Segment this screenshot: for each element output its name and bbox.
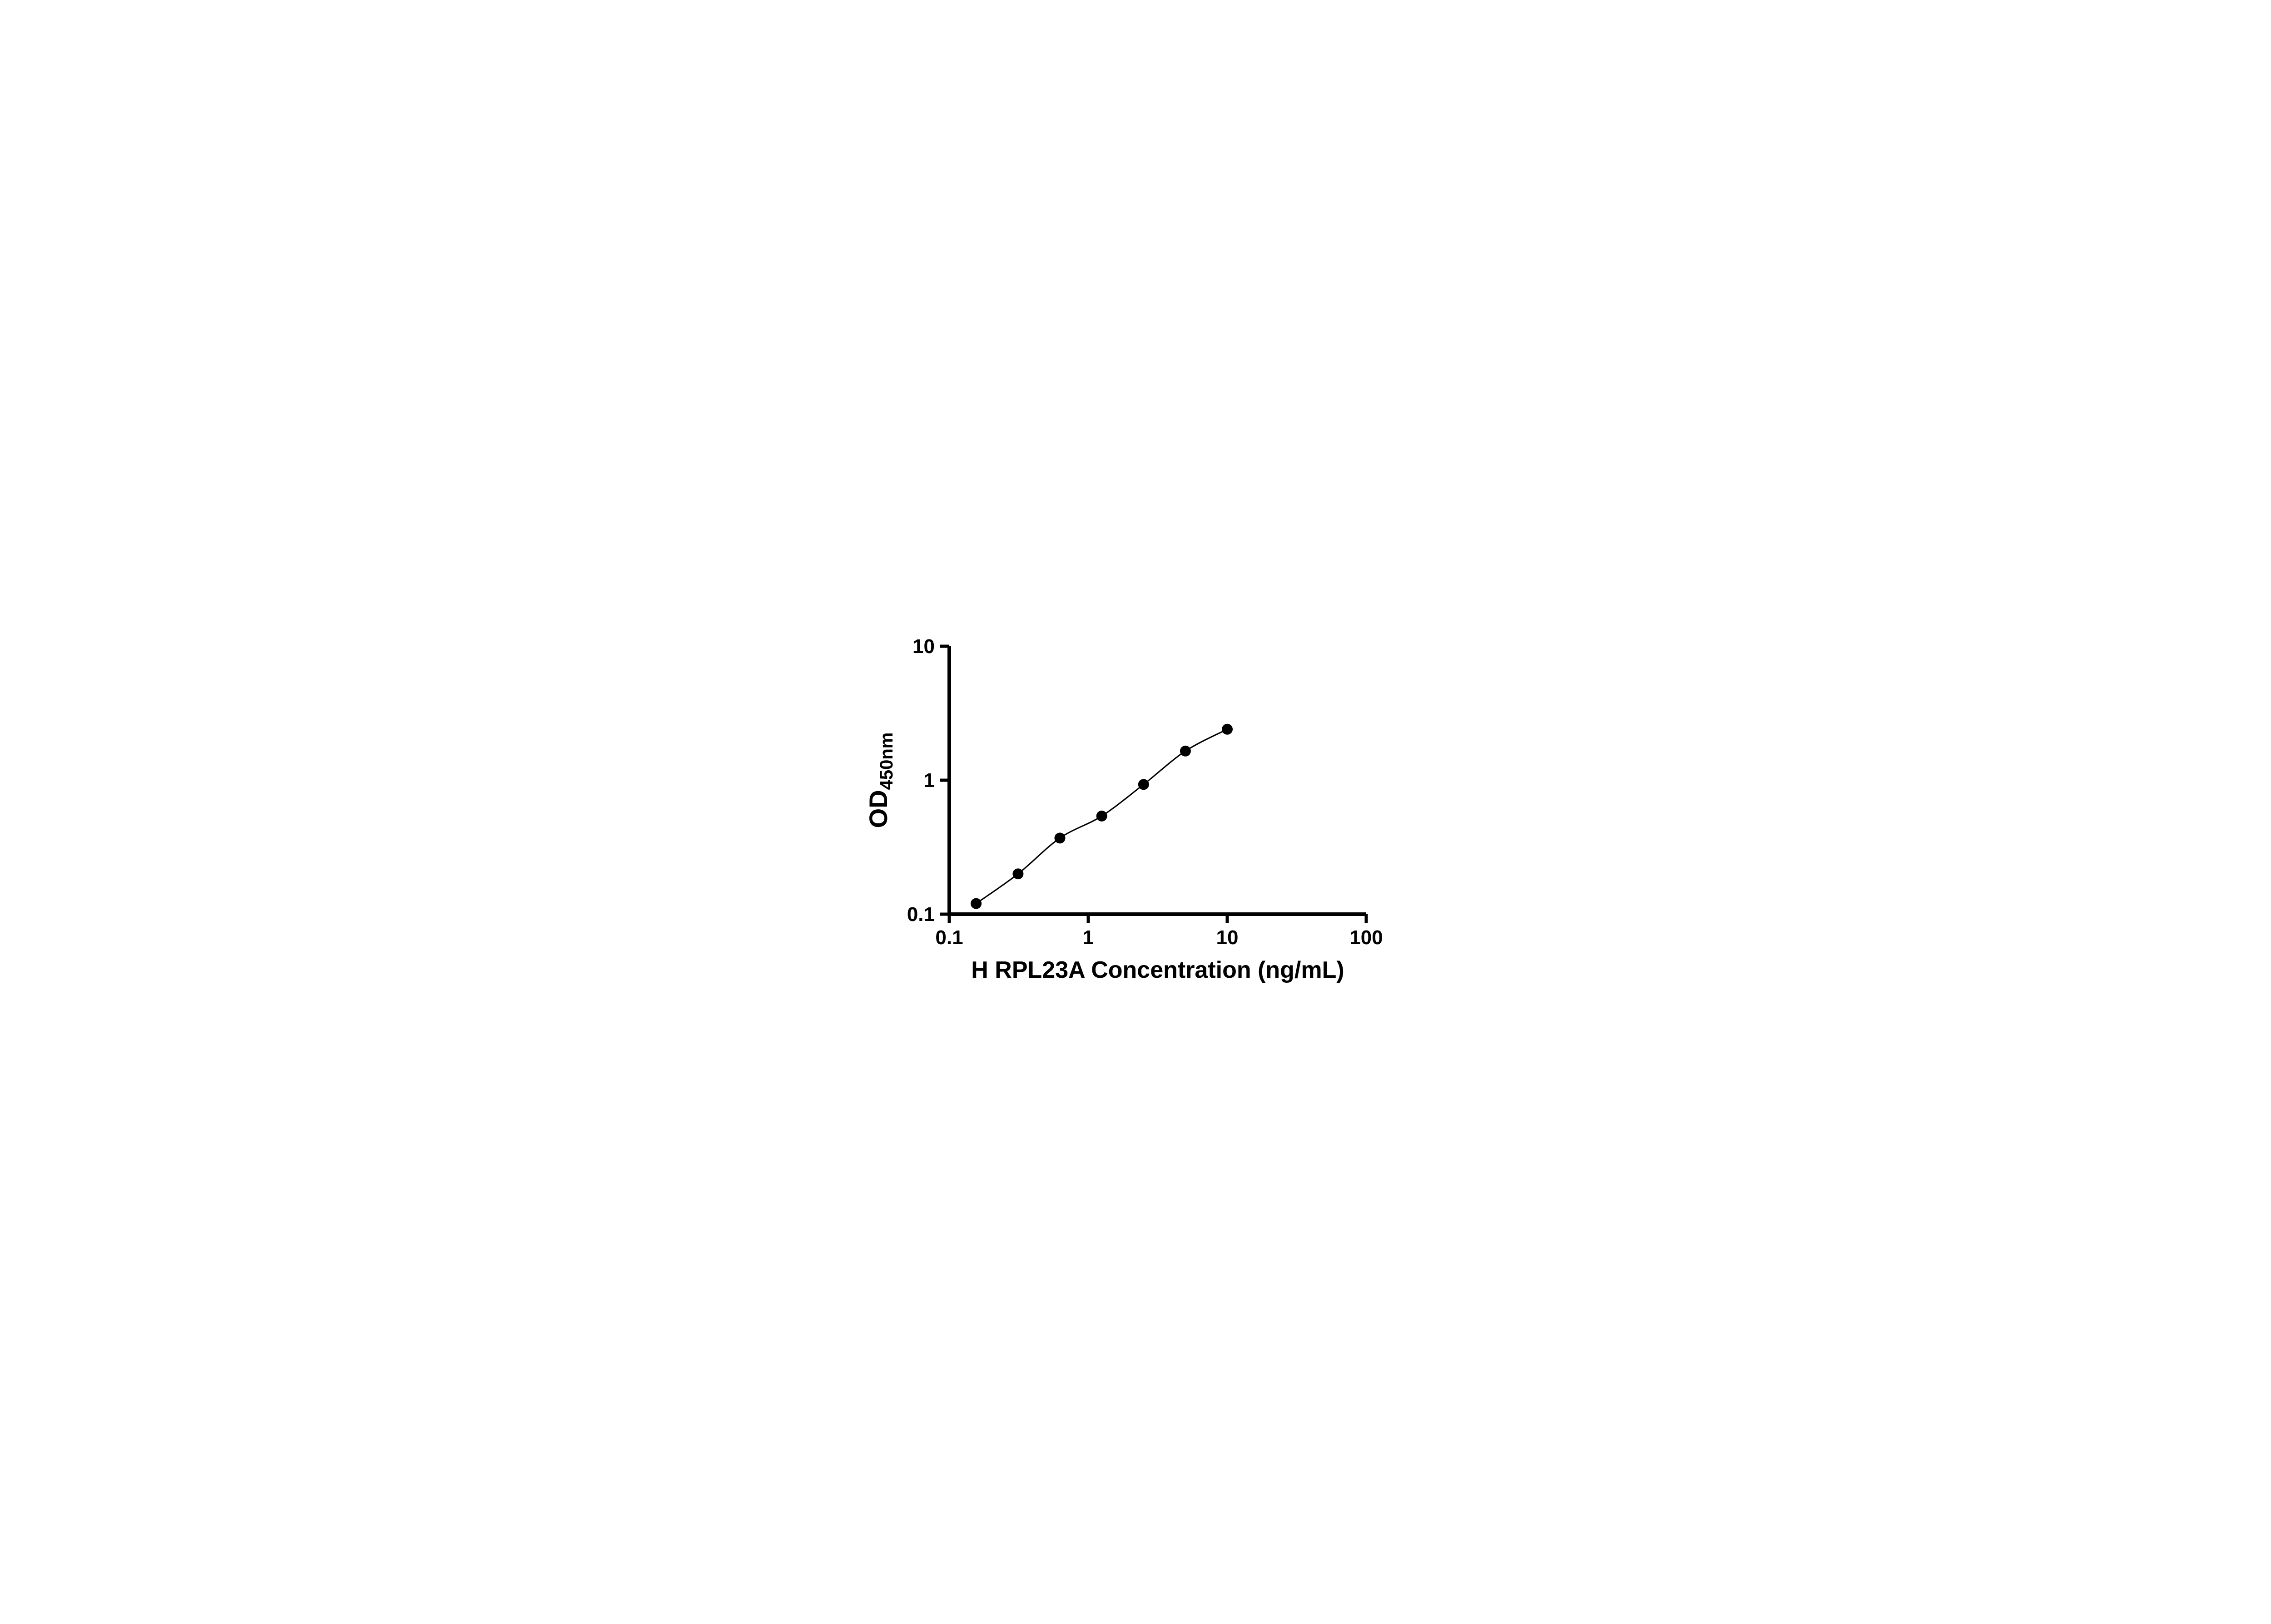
- data-point: [1221, 723, 1233, 735]
- y-axis-title: OD450nm: [864, 733, 897, 828]
- x-axis-title: H RPL23A Concentration (ng/mL): [971, 957, 1344, 983]
- data-point: [970, 898, 982, 909]
- plot-area: 0.1 1 10 100 0.1 1 10: [907, 635, 1383, 949]
- x-tick-label: 100: [1349, 926, 1383, 949]
- data-point: [1138, 779, 1149, 790]
- x-tick-label: 10: [1216, 926, 1238, 949]
- data-point: [1054, 832, 1065, 844]
- y-tick-label: 0.1: [907, 903, 934, 926]
- data-point: [1180, 745, 1191, 757]
- elisa-standard-curve-figure: 0.1 1 10 100 0.1 1 10 H RPL23A Concentration (…: [851, 609, 1420, 1015]
- y-tick-label: 1: [923, 769, 934, 792]
- y-axis-title-main: OD: [864, 790, 893, 828]
- x-tick-label: 1: [1082, 926, 1093, 949]
- data-point: [1012, 868, 1023, 880]
- data-point: [1096, 810, 1107, 822]
- y-tick-label: 10: [912, 635, 935, 658]
- x-tick-label: 0.1: [935, 926, 963, 949]
- chart-canvas: 0.1 1 10 100 0.1 1 10 H RPL23A Concentration (…: [851, 609, 1420, 1015]
- y-axis-title-subscript: 450nm: [877, 733, 897, 790]
